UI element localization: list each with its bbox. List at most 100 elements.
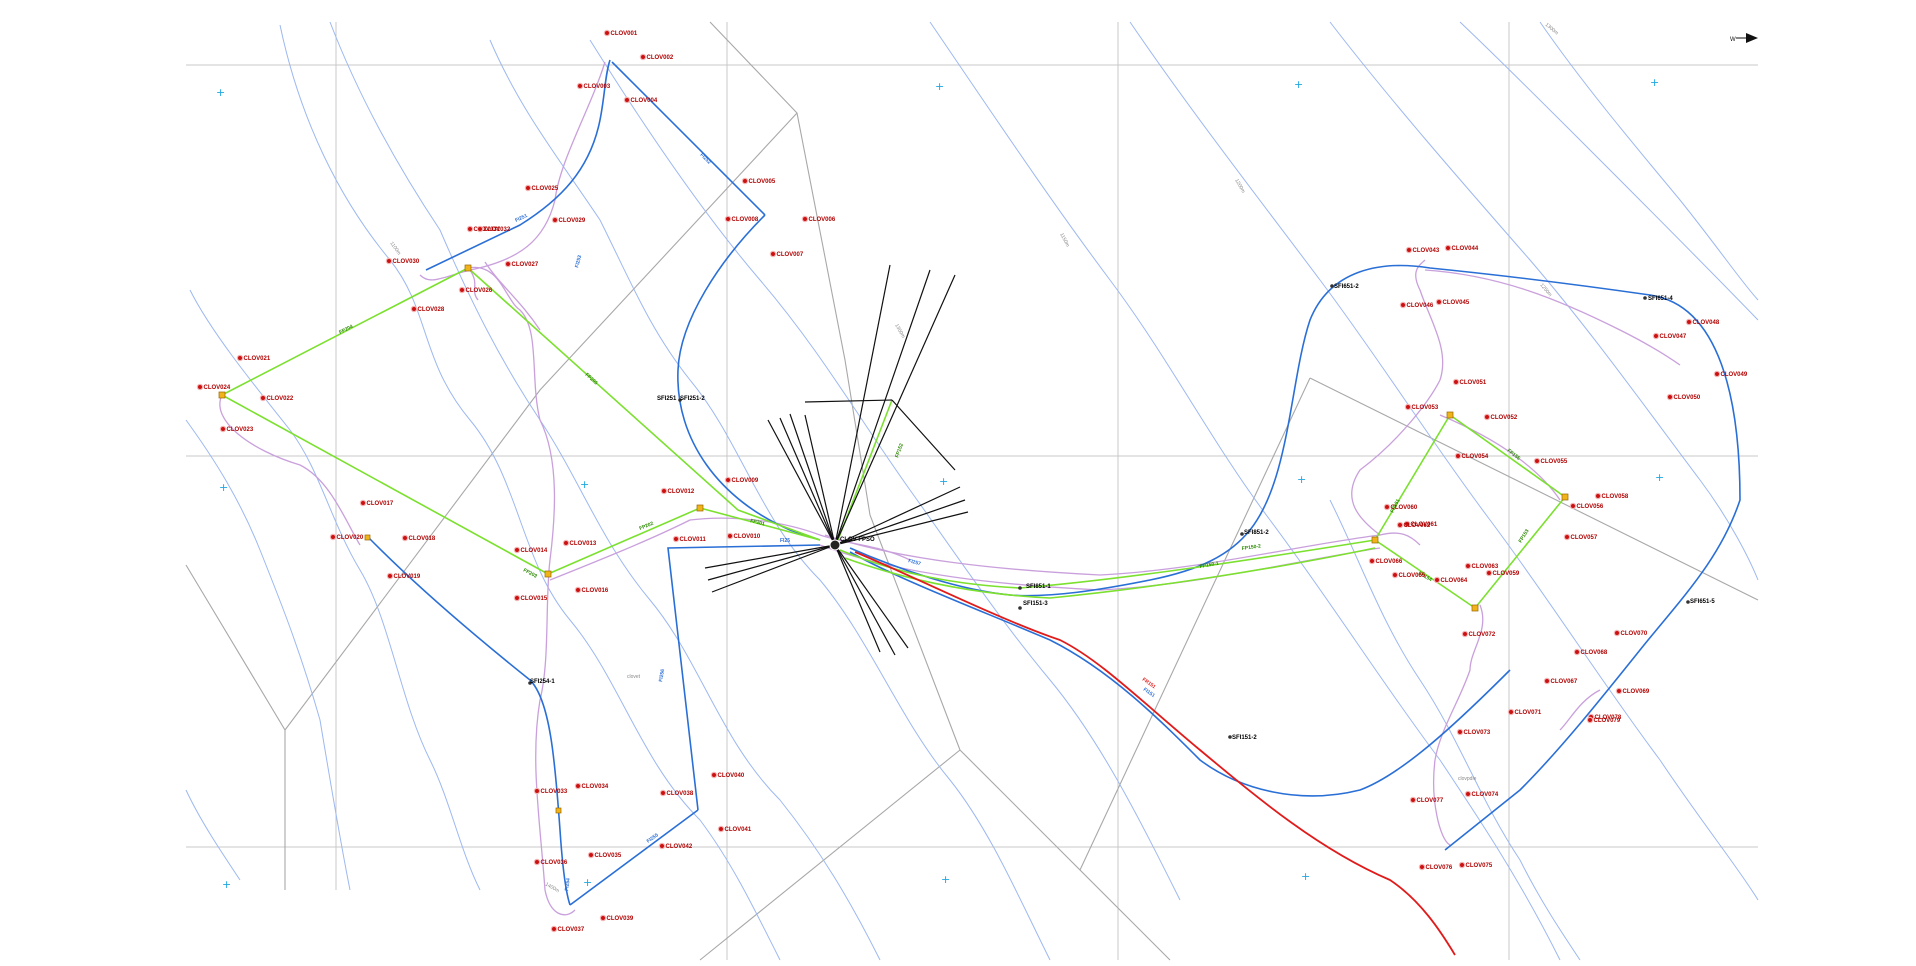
well-clov063[interactable]: CLOV063 <box>1464 562 1499 570</box>
well-clov033[interactable]: CLOV033 <box>533 787 568 795</box>
well-marker-icon[interactable] <box>513 546 521 554</box>
well-marker-icon[interactable] <box>717 825 725 833</box>
node-sfi151-3[interactable]: SFI151-3 <box>1018 601 1048 610</box>
well-marker-icon[interactable] <box>513 594 521 602</box>
well-clov070[interactable]: CLOV070 <box>1613 629 1648 637</box>
well-clov052[interactable]: CLOV052 <box>1483 413 1518 421</box>
well-clov074[interactable]: CLOV074 <box>1464 790 1499 798</box>
well-clov012[interactable]: CLOV012 <box>660 487 695 495</box>
well-clov003[interactable]: CLOV003 <box>576 82 611 90</box>
well-clov031[interactable]: CLOV031 <box>466 225 501 233</box>
well-marker-icon[interactable] <box>801 215 809 223</box>
manifold-sw-small[interactable] <box>364 534 371 541</box>
well-clov061[interactable]: CLOV061 <box>1403 520 1438 528</box>
well-clov068[interactable]: CLOV068 <box>1573 648 1608 656</box>
well-marker-icon[interactable] <box>385 257 393 265</box>
well-marker-icon[interactable] <box>1543 677 1551 685</box>
node-sfi251-2[interactable]: SFI251-2 <box>678 396 705 402</box>
well-marker-icon[interactable] <box>1396 521 1404 529</box>
well-clov044[interactable]: CLOV044 <box>1444 244 1479 252</box>
well-clov018[interactable]: CLOV018 <box>401 534 436 542</box>
well-marker-icon[interactable] <box>1383 503 1391 511</box>
well-marker-icon[interactable] <box>562 539 570 547</box>
well-marker-icon[interactable] <box>1444 244 1452 252</box>
well-clov048[interactable]: CLOV048 <box>1685 318 1720 326</box>
well-clov007[interactable]: CLOV007 <box>769 250 804 258</box>
well-clov022[interactable]: CLOV022 <box>259 394 294 402</box>
well-clov008[interactable]: CLOV008 <box>724 215 759 223</box>
well-marker-icon[interactable] <box>1433 576 1441 584</box>
well-clov062[interactable]: CLOV062 <box>1396 521 1431 529</box>
manifold-far-east[interactable] <box>1561 493 1569 501</box>
well-clov069[interactable]: CLOV069 <box>1615 687 1650 695</box>
well-clov065[interactable]: CLOV065 <box>1391 571 1426 579</box>
well-clov020[interactable]: CLOV020 <box>329 533 364 541</box>
prodline-fp202[interactable] <box>547 507 701 575</box>
manifold-south[interactable] <box>555 807 562 814</box>
well-marker-icon[interactable] <box>1418 863 1426 871</box>
well-marker-icon[interactable] <box>1405 246 1413 254</box>
prodline-fp154[interactable] <box>1374 539 1476 609</box>
well-clov034[interactable]: CLOV034 <box>574 782 609 790</box>
well-clov026[interactable]: CLOV026 <box>458 286 493 294</box>
prodline-fp152[interactable] <box>1449 414 1566 498</box>
well-clov057[interactable]: CLOV057 <box>1563 533 1598 541</box>
well-clov001[interactable]: CLOV001 <box>603 29 638 37</box>
well-marker-icon[interactable] <box>741 177 749 185</box>
well-clov017[interactable]: CLOV017 <box>359 499 394 507</box>
well-marker-icon[interactable] <box>1435 298 1443 306</box>
well-clov076[interactable]: CLOV076 <box>1418 863 1453 871</box>
manifold-center-west[interactable] <box>696 504 704 512</box>
well-clov013[interactable]: CLOV013 <box>562 539 597 547</box>
well-clov047[interactable]: CLOV047 <box>1652 332 1687 340</box>
manifold-south-west[interactable] <box>544 570 552 578</box>
well-clov024[interactable]: CLOV024 <box>196 383 231 391</box>
well-clov011[interactable]: CLOV011 <box>672 535 707 543</box>
well-marker-icon[interactable] <box>1404 403 1412 411</box>
well-marker-icon[interactable] <box>1391 571 1399 579</box>
well-marker-icon[interactable] <box>672 535 680 543</box>
well-marker-icon[interactable] <box>769 250 777 258</box>
well-clov041[interactable]: CLOV041 <box>717 825 752 833</box>
well-marker-icon[interactable] <box>329 533 337 541</box>
well-marker-icon[interactable] <box>576 82 584 90</box>
well-clov023[interactable]: CLOV023 <box>219 425 254 433</box>
manifold-north-west[interactable] <box>464 264 472 272</box>
well-marker-icon[interactable] <box>710 771 718 779</box>
prodline-fp150-1[interactable] <box>839 539 1376 589</box>
well-clov064[interactable]: CLOV064 <box>1433 576 1468 584</box>
well-marker-icon[interactable] <box>1458 861 1466 869</box>
manifold-south-east[interactable] <box>1471 604 1479 612</box>
flowline-fi253[interactable] <box>677 214 821 541</box>
well-clov075[interactable]: CLOV075 <box>1458 861 1493 869</box>
well-marker-icon[interactable] <box>196 383 204 391</box>
subsea-manifolds[interactable] <box>218 264 1569 814</box>
flowline-fi256[interactable] <box>667 544 821 811</box>
well-clov006[interactable]: CLOV006 <box>801 215 836 223</box>
well-clov009[interactable]: CLOV009 <box>724 476 759 484</box>
well-marker-icon[interactable] <box>603 29 611 37</box>
well-clov037[interactable]: CLOV037 <box>550 925 585 933</box>
well-marker-icon[interactable] <box>1409 796 1417 804</box>
well-clov067[interactable]: CLOV067 <box>1543 677 1578 685</box>
well-marker-icon[interactable] <box>259 394 267 402</box>
well-marker-icon[interactable] <box>1594 492 1602 500</box>
well-clov029[interactable]: CLOV029 <box>551 216 586 224</box>
well-marker-icon[interactable] <box>1666 393 1674 401</box>
well-clov028[interactable]: CLOV028 <box>410 305 445 313</box>
manifold-east[interactable] <box>1371 536 1379 544</box>
well-marker-icon[interactable] <box>401 534 409 542</box>
well-clov025[interactable]: CLOV025 <box>524 184 559 192</box>
well-marker-icon[interactable] <box>1399 301 1407 309</box>
prodline-fp203[interactable] <box>221 394 549 575</box>
well-marker-icon[interactable] <box>660 487 668 495</box>
well-marker-icon[interactable] <box>1613 629 1621 637</box>
manifold-west[interactable] <box>218 391 226 399</box>
well-marker-icon[interactable] <box>410 305 418 313</box>
well-marker-icon[interactable] <box>574 586 582 594</box>
well-marker-icon[interactable] <box>533 858 541 866</box>
well-clov019[interactable]: CLOV019 <box>386 572 421 580</box>
flowline-fi251[interactable] <box>425 59 611 271</box>
node-sfi254-1[interactable]: SFI254-1 <box>528 679 555 685</box>
well-clov016[interactable]: CLOV016 <box>574 586 609 594</box>
